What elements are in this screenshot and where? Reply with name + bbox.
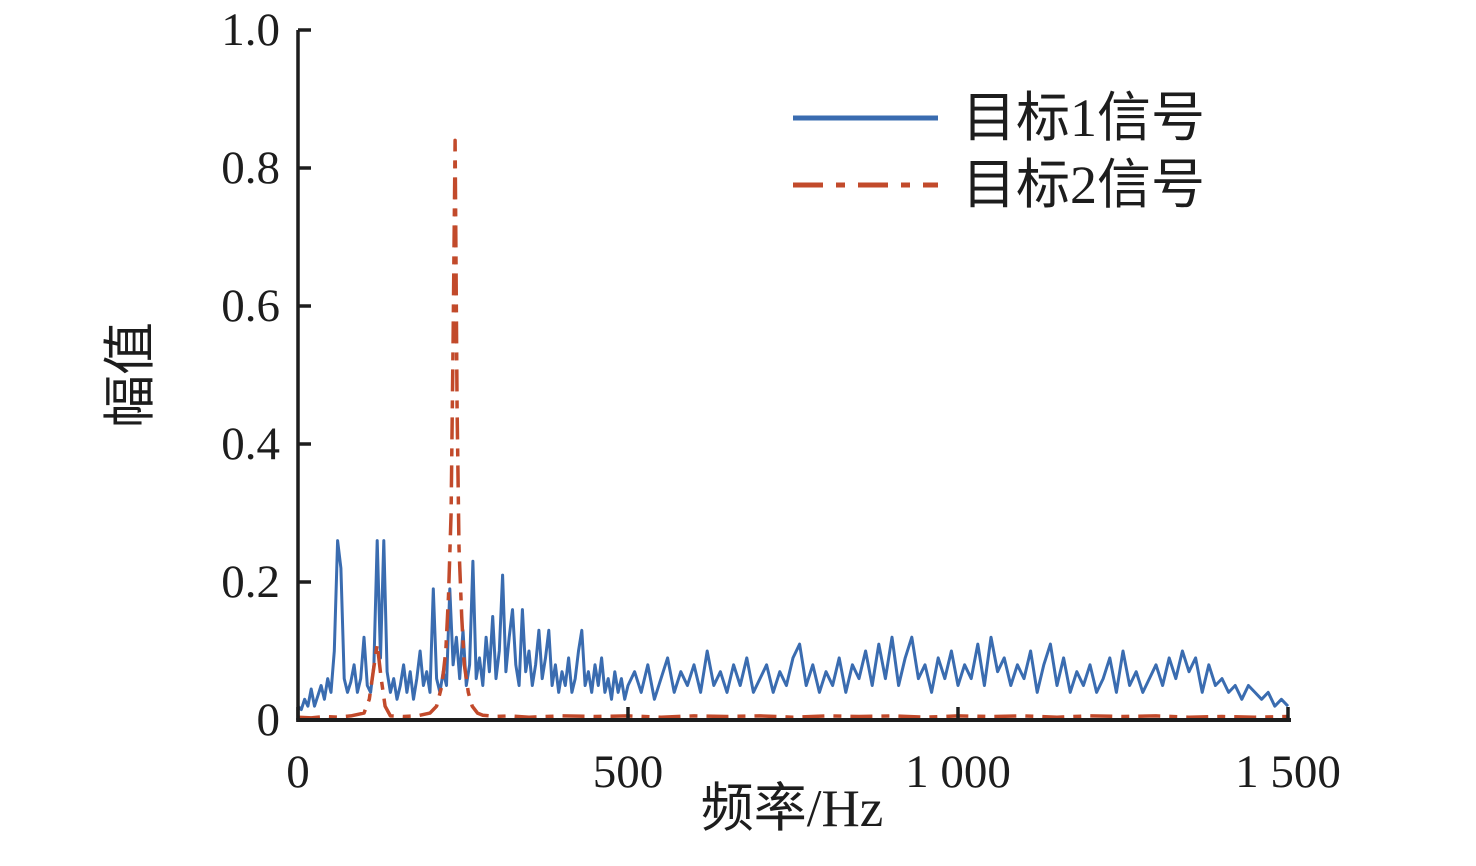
- legend-label-signal2: 目标2信号: [962, 155, 1205, 215]
- y-tick-label: 0.4: [221, 418, 280, 470]
- x-tick-label: 1 000: [905, 746, 1011, 798]
- y-tick-label: 0.2: [221, 556, 280, 608]
- axis-layer: 0 0.2 0.4 0.6 0.8 1.0 0 500 1 000 1 500: [221, 4, 1341, 798]
- y-axis-title: 幅值: [102, 322, 160, 428]
- x-tick-label: 1 500: [1235, 746, 1341, 798]
- series-layer: [296, 138, 1290, 720]
- y-tick-label: 0.8: [221, 142, 280, 194]
- y-tick-label: 0.6: [221, 280, 280, 332]
- legend-label-signal1: 目标1信号: [962, 88, 1205, 148]
- series-line-1: [296, 539, 1290, 712]
- x-axis-title: 频率/Hz: [701, 780, 884, 838]
- x-tick-label: 500: [593, 746, 664, 798]
- y-tick-label: 0: [257, 694, 281, 746]
- legend: 目标1信号 目标2信号: [793, 88, 1205, 215]
- x-tick-label: 0: [286, 746, 310, 798]
- y-tick-label: 1.0: [221, 4, 280, 56]
- series-line-2: [297, 138, 1289, 720]
